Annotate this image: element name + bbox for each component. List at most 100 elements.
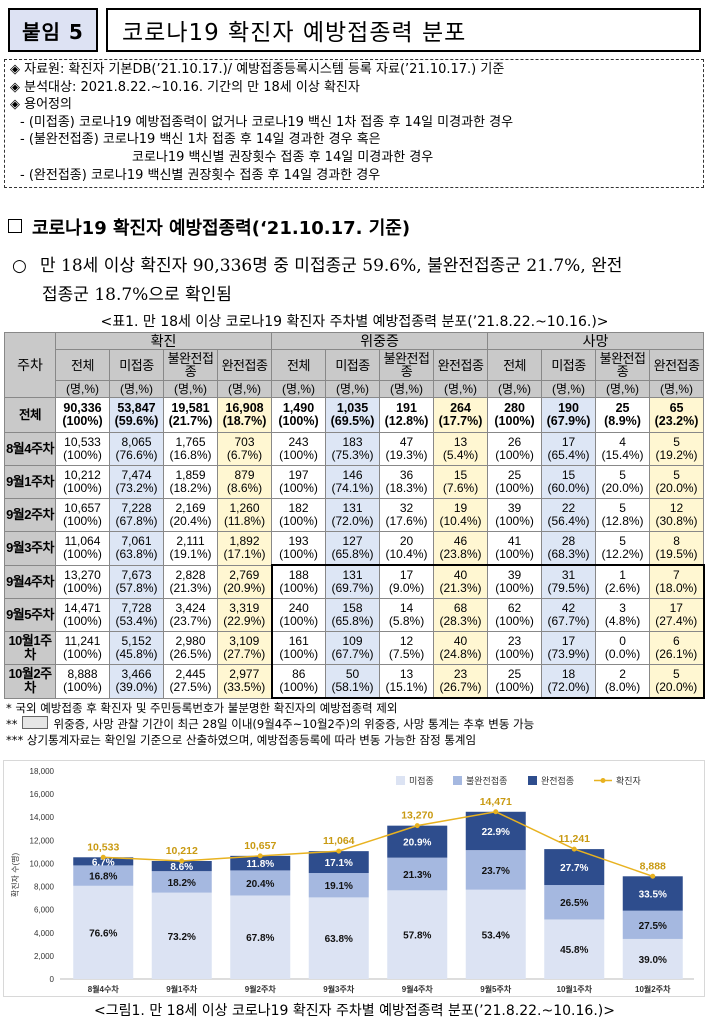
cell-count: 40 — [453, 634, 468, 648]
cell-count: 7,728 — [121, 601, 152, 615]
cell-percent: (24.8%) — [439, 647, 482, 661]
note-2: ** 위중증, 사망 관찰 기간이 최근 28일 이내(9월4주~10월2주)의 … — [6, 716, 534, 732]
cell-percent: (17.7%) — [438, 414, 483, 428]
cell-percent: (8.6%) — [226, 481, 263, 495]
cell-count: 146 — [342, 468, 363, 482]
cell-percent: (39.0%) — [115, 680, 158, 695]
cell-count: 39 — [507, 501, 522, 515]
cell-count: 127 — [342, 534, 363, 548]
cell-confirmed-partial: 2,169 (20.4%) — [163, 498, 218, 532]
cell-percent: (15.1%) — [385, 680, 428, 694]
legend-line-marker — [600, 778, 606, 783]
cell-severe-partial: 12 (7.5%) — [379, 631, 435, 665]
bar-segment — [73, 857, 134, 866]
cell-severe-total: 197 (100%) — [271, 465, 327, 499]
cell-count: 28 — [561, 534, 576, 548]
cell-count: 109 — [342, 634, 363, 648]
col-header-full: 완전접종 — [216, 349, 273, 381]
line-point — [100, 854, 106, 860]
cell-count: 7,673 — [121, 567, 152, 582]
cell-percent: (100%) — [63, 481, 102, 495]
info-terms-title: ◈ 용어정의 — [10, 97, 72, 113]
bar-segment — [308, 897, 369, 979]
cell-count: 68 — [453, 601, 468, 615]
cell-severe-full: 40 (24.8%) — [433, 631, 489, 665]
bar-segment — [151, 860, 212, 872]
cell-count: 5 — [619, 501, 626, 515]
cell-percent: (11.8%) — [223, 514, 266, 528]
cell-confirmed-full: 1,260 (11.8%) — [216, 498, 273, 532]
cell-confirmed-total: 10,657 (100%) — [55, 498, 110, 532]
cell-count: 280 — [504, 401, 525, 415]
line-point — [493, 809, 499, 815]
y-tick-label: 12,000 — [30, 836, 55, 845]
cell-percent: (26.5%) — [169, 647, 212, 661]
cell-severe-unvaccinated: 50 (58.1%) — [325, 664, 381, 699]
cell-percent: (33.5%) — [223, 680, 266, 695]
stacked-bar-chart: 0 2,000 4,000 6,000 8,000 10,000 12,000 14,000 1… — [10, 767, 694, 994]
cell-death-full: 12 (30.8%) — [649, 498, 705, 532]
cell-count: 188 — [288, 568, 309, 582]
x-tick-label: 8월4수차 — [88, 984, 120, 994]
cell-count: 13 — [453, 435, 468, 449]
cell-death-unvaccinated: 22 (56.4%) — [541, 498, 597, 532]
cell-count: 183 — [342, 435, 363, 449]
cell-count: 19,581 — [171, 401, 210, 415]
cell-count: 703 — [234, 435, 255, 449]
cell-percent: (26.1%) — [655, 647, 698, 661]
col-header-unvaccinated: 미접종 — [541, 349, 597, 381]
week-label: 9월2주차 — [4, 498, 56, 532]
cell-count: 1,892 — [229, 534, 260, 549]
cell-death-unvaccinated: 42 (67.7%) — [541, 598, 597, 632]
bar-segment — [73, 865, 134, 886]
cell-confirmed-unvaccinated: 3,466 (39.0%) — [109, 664, 164, 699]
cell-percent: (74.1%) — [331, 481, 374, 495]
cell-count: 3,466 — [121, 667, 152, 682]
cell-percent: (65.8%) — [331, 547, 374, 561]
chart-container: 0 2,000 4,000 6,000 8,000 10,000 12,000 14,000 1… — [3, 760, 705, 997]
table-row: 9월1주차 10,212 (100%) 7,474 (73.2%) 1,859 (18.2%… — [4, 465, 705, 499]
cell-count: 5 — [619, 468, 626, 482]
unit-header: (명,%) — [379, 380, 435, 398]
x-tick-label: 9월4주차 — [402, 984, 434, 994]
cell-count: 5 — [672, 667, 680, 681]
y-tick-label: 2,000 — [34, 952, 55, 961]
cell-percent: (20.0%) — [601, 481, 644, 495]
cell-severe-total: 240 (100%) — [270, 598, 327, 632]
cell-death-unvaccinated: 190 (67.9%) — [541, 397, 597, 433]
cell-severe-total: 193 (100%) — [271, 531, 327, 566]
cell-percent: (100%) — [279, 547, 318, 561]
bar-percent-label: 57.8% — [403, 931, 431, 942]
cell-percent: (59.6%) — [114, 414, 159, 428]
cell-confirmed-total: 14,471 (100%) — [55, 598, 110, 632]
line-value-label: 10,657 — [244, 840, 276, 852]
cell-severe-partial: 32 (17.6%) — [379, 498, 435, 532]
bar-percent-label: 18.2% — [168, 878, 196, 889]
cell-count: 25 — [507, 667, 522, 681]
cell-count: 11,241 — [64, 634, 101, 648]
cell-severe-full: 40 (21.3%) — [433, 564, 489, 599]
cell-percent: (27.7%) — [223, 647, 266, 661]
cell-death-partial: 5 (12.2%) — [595, 531, 651, 566]
cell-percent: (7.6%) — [442, 481, 479, 495]
cell-percent: (17.6%) — [385, 514, 428, 528]
cell-confirmed-partial: 19,581 (21.7%) — [163, 397, 218, 433]
cell-percent: (8.0%) — [604, 680, 641, 694]
info-def-partial-a: - (불완전접종) 코로나19 백신 1차 접종 후 14일 경과한 경우 혹은 — [20, 132, 381, 148]
cell-death-full: 5 (19.2%) — [649, 432, 705, 466]
legend-swatch — [453, 776, 462, 785]
group-header-confirmed: 확진 — [54, 332, 273, 350]
cell-percent: (28.3%) — [439, 614, 482, 628]
cell-count: 240 — [288, 601, 309, 615]
info-target: ◈ 분석대상: 2021.8.22.~10.16. 기간의 만 18세 이상 확… — [10, 79, 360, 95]
cell-death-partial: 25 (8.9%) — [595, 397, 651, 433]
cell-count: 86 — [292, 667, 306, 681]
cell-confirmed-total: 13,270 (100%) — [55, 564, 110, 599]
line-value-label: 11,241 — [558, 833, 590, 845]
cell-count: 8 — [673, 534, 680, 548]
cell-severe-unvaccinated: 109 (67.7%) — [325, 631, 381, 665]
cell-percent: (63.8%) — [115, 547, 158, 562]
cell-count: 3,319 — [229, 601, 260, 615]
cell-death-unvaccinated: 28 (68.3%) — [541, 531, 597, 566]
unit-header: (명,%) — [433, 380, 489, 398]
